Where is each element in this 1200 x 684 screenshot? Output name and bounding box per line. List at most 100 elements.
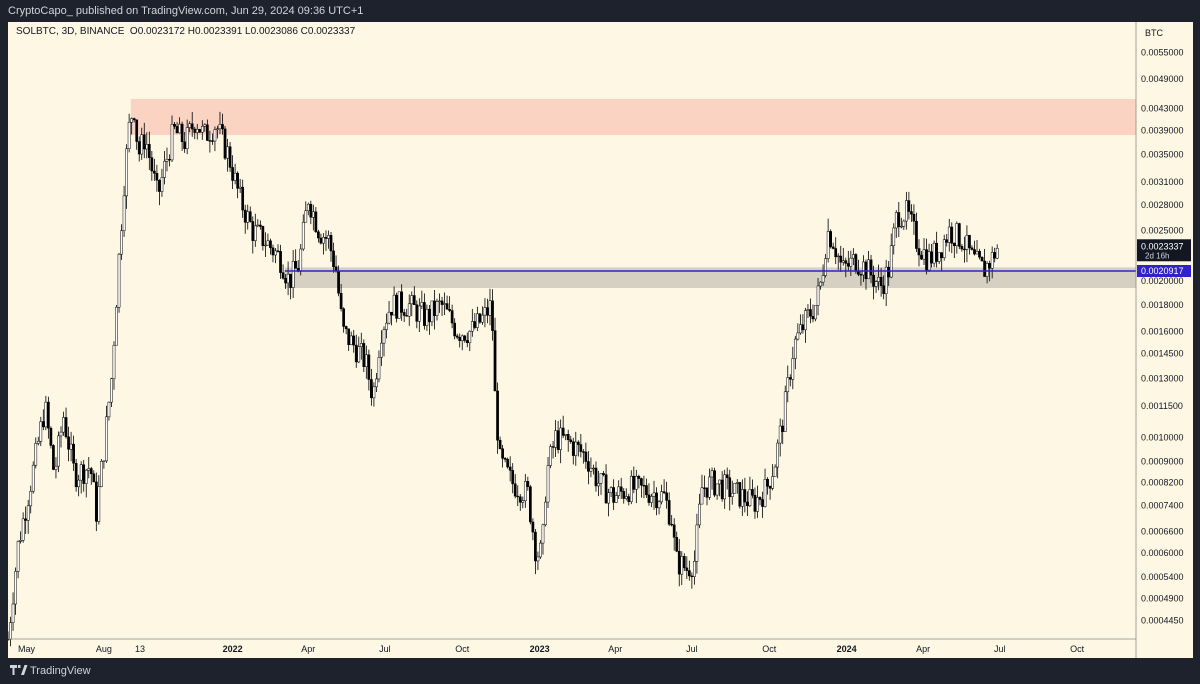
price-tick-label: 0.0039000 bbox=[1141, 125, 1184, 135]
price-tick-label: 0.0028000 bbox=[1141, 200, 1184, 210]
candle-body bbox=[993, 252, 997, 259]
candle-body bbox=[758, 497, 762, 500]
candle-body bbox=[521, 500, 525, 503]
candle-body bbox=[738, 482, 742, 507]
candle-body bbox=[435, 301, 439, 316]
candle-body bbox=[443, 303, 446, 305]
tradingview-brand[interactable]: TradingView bbox=[30, 665, 91, 677]
candle bbox=[94, 472, 98, 532]
candle bbox=[425, 304, 429, 331]
candle bbox=[738, 482, 742, 509]
candle-body bbox=[279, 251, 282, 273]
price-axis[interactable]: 0.0055000 0.0049000 0.0043000 0.0039000 0.00… bbox=[1141, 48, 1184, 626]
price-tick-label: 0.0007400 bbox=[1141, 501, 1184, 511]
candle bbox=[730, 480, 734, 505]
candle-body bbox=[650, 496, 653, 503]
candle bbox=[130, 117, 134, 135]
candle bbox=[534, 529, 537, 575]
candle-body bbox=[950, 226, 954, 244]
candle bbox=[945, 234, 949, 247]
tradingview-logo-icon[interactable] bbox=[10, 664, 28, 676]
time-tick-label: Jul bbox=[686, 644, 698, 654]
candle-body bbox=[483, 307, 487, 316]
bar-countdown: 2d 16h bbox=[1145, 251, 1169, 260]
candle-body bbox=[607, 492, 610, 504]
zones-layer bbox=[130, 98, 1137, 288]
candle-body bbox=[965, 235, 969, 250]
candle-body bbox=[322, 237, 325, 244]
candle-body bbox=[852, 254, 855, 259]
candle bbox=[708, 468, 711, 500]
candle bbox=[950, 222, 954, 254]
candle-body bbox=[564, 434, 568, 436]
candle-body bbox=[387, 311, 391, 324]
candle-body bbox=[208, 140, 212, 142]
candle-body bbox=[110, 378, 113, 403]
candle bbox=[725, 467, 729, 490]
candle bbox=[438, 293, 441, 313]
candle-body bbox=[395, 294, 398, 319]
candle-body bbox=[370, 379, 373, 399]
candle-body bbox=[420, 302, 424, 307]
time-tick-label: 2022 bbox=[223, 644, 243, 654]
candle bbox=[539, 540, 542, 559]
candle-body bbox=[281, 272, 285, 279]
candle bbox=[516, 485, 520, 507]
candle-body bbox=[889, 245, 893, 278]
candle bbox=[655, 487, 658, 516]
time-tick-label: 2024 bbox=[837, 644, 857, 654]
candle-body bbox=[715, 483, 719, 496]
candle bbox=[213, 126, 217, 152]
candle-body bbox=[324, 237, 328, 239]
candle-body bbox=[844, 260, 848, 264]
candle bbox=[163, 150, 166, 185]
candle bbox=[24, 506, 28, 534]
candle bbox=[208, 130, 212, 153]
candle-body bbox=[470, 321, 474, 332]
candle bbox=[894, 210, 898, 238]
candle bbox=[344, 325, 348, 335]
candle-body bbox=[983, 260, 986, 277]
candle-body bbox=[892, 227, 896, 246]
candle bbox=[958, 222, 961, 250]
candle-body bbox=[804, 310, 807, 331]
candle bbox=[322, 233, 325, 255]
candle bbox=[705, 487, 709, 506]
candle-body bbox=[978, 251, 981, 258]
candle bbox=[841, 247, 845, 266]
candle-body bbox=[64, 417, 68, 438]
candle bbox=[852, 248, 855, 266]
candle bbox=[450, 304, 454, 329]
candle bbox=[693, 550, 696, 585]
candle bbox=[440, 296, 444, 316]
candle bbox=[556, 420, 560, 454]
price-chart[interactable]: BTC 0.0055000 0.0049000 0.0043000 0.0039000… bbox=[6, 22, 1193, 658]
candle-body bbox=[49, 427, 53, 446]
support-line-value: 0.0020917 bbox=[1141, 266, 1184, 276]
candle-body bbox=[221, 124, 224, 130]
candle bbox=[978, 248, 981, 260]
candle-body bbox=[309, 203, 313, 218]
candle bbox=[59, 426, 63, 448]
candle-body bbox=[251, 221, 255, 241]
candle bbox=[811, 304, 815, 323]
candle-body bbox=[41, 421, 45, 428]
candle bbox=[281, 264, 285, 280]
candle-body bbox=[826, 231, 830, 259]
candle bbox=[69, 431, 73, 462]
candle bbox=[809, 298, 812, 324]
candle bbox=[324, 230, 328, 251]
candle-body bbox=[36, 440, 40, 444]
candle bbox=[185, 119, 189, 155]
time-axis[interactable]: May Aug 13 2022 Apr Jul Oct 2023 Apr Jul Oct 2024 Ap… bbox=[18, 644, 1085, 654]
time-tick-label: 13 bbox=[135, 644, 145, 654]
candle bbox=[458, 333, 462, 348]
candle bbox=[614, 491, 618, 504]
candle bbox=[985, 261, 989, 284]
candle-body bbox=[16, 541, 20, 572]
candle-body bbox=[834, 248, 838, 258]
chart-area[interactable]: BTC 0.0055000 0.0049000 0.0043000 0.0039000… bbox=[6, 22, 1193, 658]
candle bbox=[518, 494, 522, 511]
candle bbox=[301, 214, 305, 251]
candle-body bbox=[468, 330, 472, 344]
